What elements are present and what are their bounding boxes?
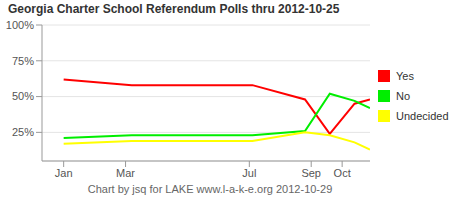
html-text:No: No [396,90,411,102]
html-text:Undecided: Undecided [396,110,449,122]
svg-text:Oct: Oct [334,167,351,179]
svg-text:75%: 75% [12,55,34,67]
svg-text:50%: 50% [12,90,34,102]
html-text:Georgia Charter School Referen: Georgia Charter School Referendum Polls … [8,2,340,16]
svg-text:100%: 100% [8,19,34,31]
svg-text:Jul: Jul [242,167,256,179]
html-text:Chart by jsq for LAKE www.l-a-: Chart by jsq for LAKE www.l-a-k-e.org 20… [87,183,333,195]
svg-text:Jan: Jan [55,167,73,179]
svg-text:Mar: Mar [116,167,135,179]
svg-text:Sep: Sep [301,167,321,179]
svg-text:25%: 25% [12,126,34,138]
html-text:Yes: Yes [396,70,414,82]
